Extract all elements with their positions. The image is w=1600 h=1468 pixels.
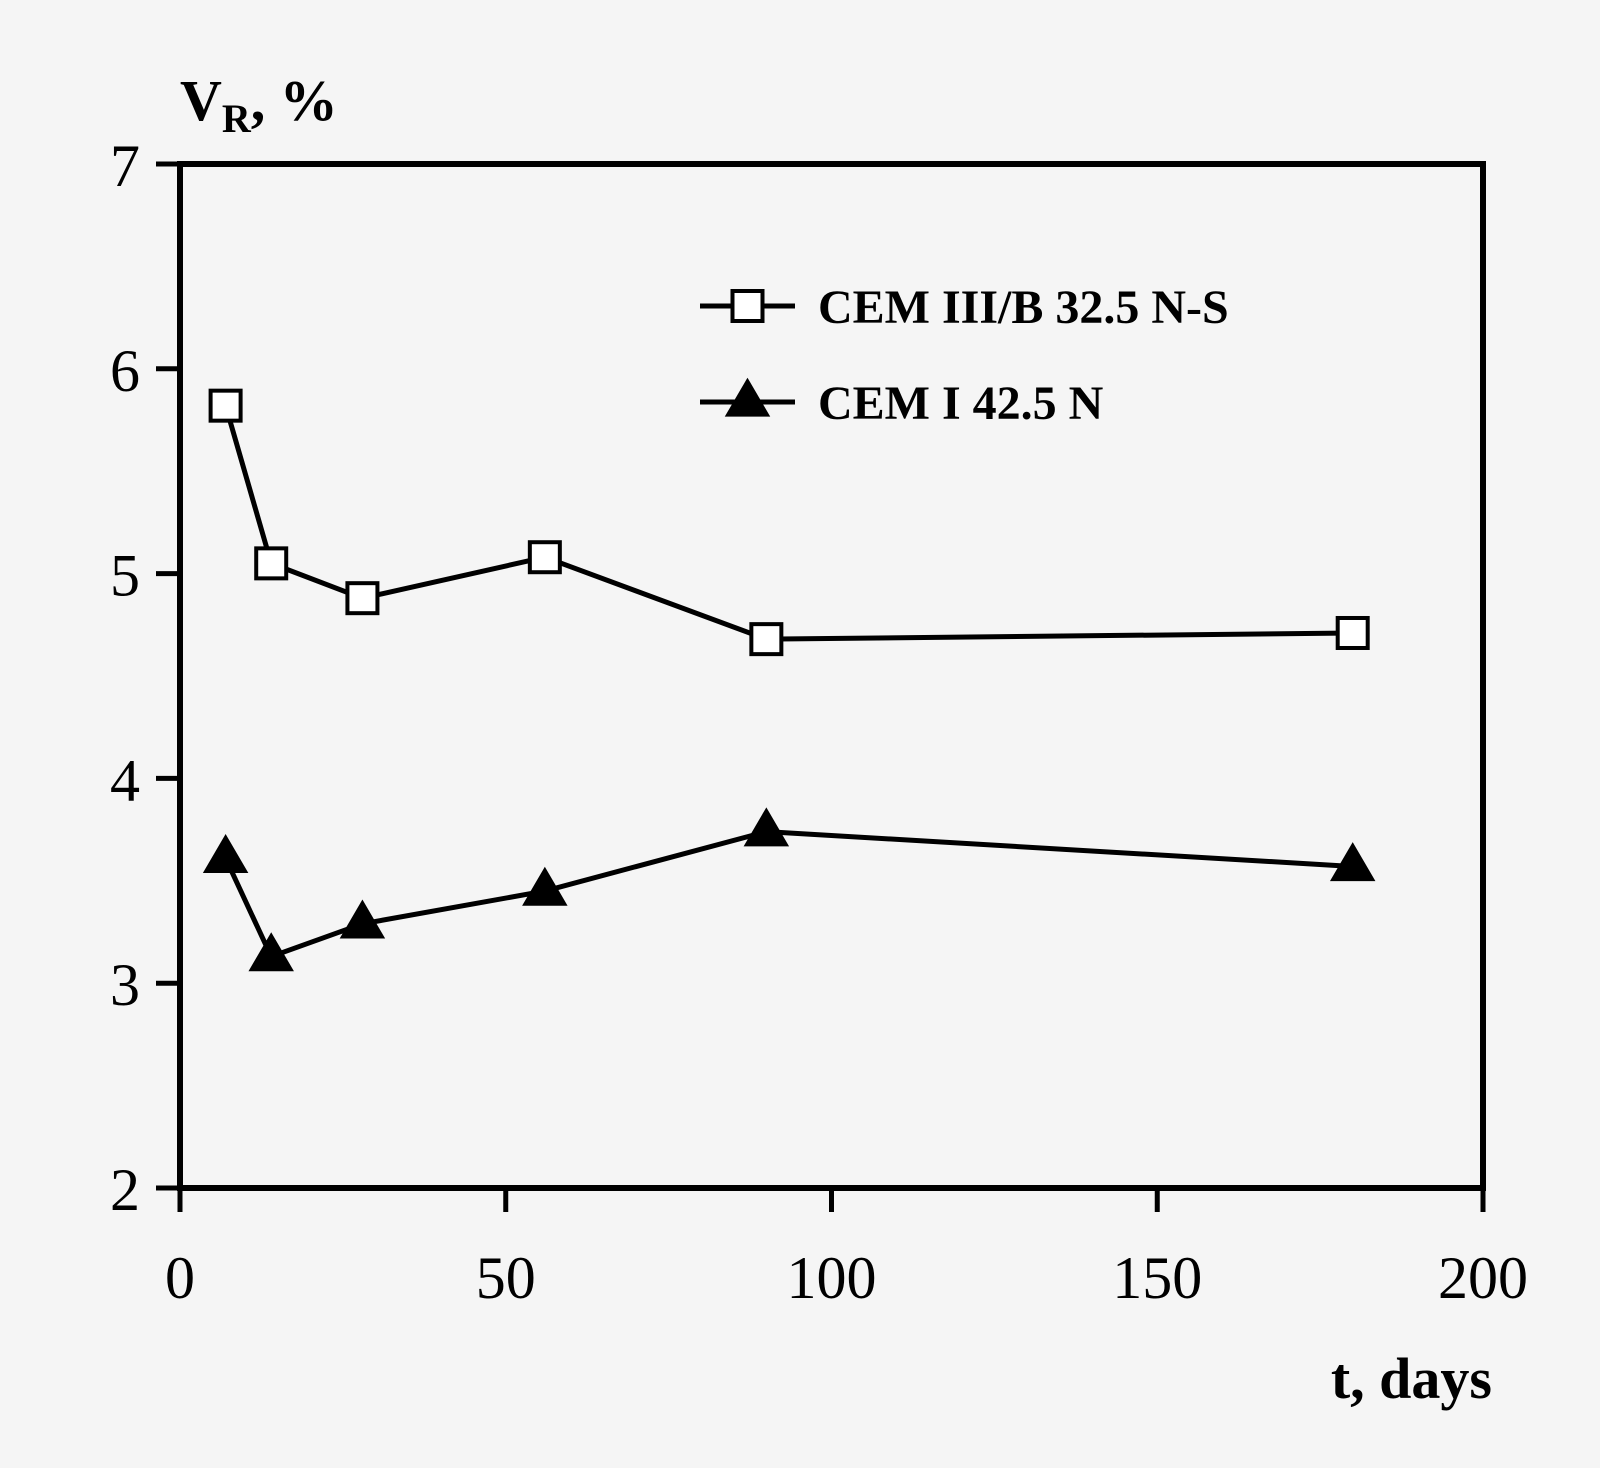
y-tick-label: 6 xyxy=(110,338,140,404)
legend-marker xyxy=(724,377,771,417)
legend-entry-0: CEM III/B 32.5 N-S xyxy=(700,281,1229,334)
y-tick-label: 4 xyxy=(110,747,140,813)
data-point xyxy=(254,546,289,581)
data-point xyxy=(743,807,790,847)
data-point xyxy=(522,866,568,906)
x-tick-label: 200 xyxy=(1438,1245,1528,1311)
legend-marker xyxy=(730,289,765,323)
data-point xyxy=(1335,615,1370,650)
y-tick-label: 2 xyxy=(110,1157,140,1223)
legend-label: CEM I 42.5 N xyxy=(818,377,1104,430)
axis-tick-labels: 2 3 4 5 6 7 0 50 100 150 200 xyxy=(110,133,1528,1311)
series-line xyxy=(223,829,1353,960)
y-axis-title: VR, % xyxy=(180,68,338,141)
x-tick-label: 100 xyxy=(787,1245,877,1311)
data-point xyxy=(208,388,243,423)
data-point xyxy=(1329,842,1376,882)
series-line xyxy=(223,404,1353,642)
x-tick-label: 150 xyxy=(1112,1245,1202,1311)
legend-label: CEM III/B 32.5 N-S xyxy=(818,281,1229,334)
y-axis-title-main: V xyxy=(180,68,222,133)
legend: CEM III/B 32.5 N-S CEM I 42.5 N xyxy=(700,281,1229,430)
y-tick-label: 7 xyxy=(110,133,140,199)
data-point xyxy=(345,581,380,616)
x-tick-label: 50 xyxy=(476,1245,536,1311)
x-axis-title: t, days xyxy=(1331,1346,1492,1411)
y-axis-title-tail: , % xyxy=(251,68,338,133)
x-tick-label: 0 xyxy=(165,1245,195,1311)
y-tick-label: 3 xyxy=(110,952,140,1018)
data-point xyxy=(339,899,386,939)
legend-entry-1: CEM I 42.5 N xyxy=(700,377,1104,430)
data-point xyxy=(749,622,784,657)
y-tick-label: 5 xyxy=(110,543,140,609)
series-0 xyxy=(208,388,1370,657)
axis-ticks xyxy=(156,161,1486,1212)
data-point xyxy=(202,833,249,873)
data-point xyxy=(248,932,294,972)
data-point xyxy=(527,540,562,575)
y-axis-title-subscript: R xyxy=(222,96,252,141)
series-layer xyxy=(202,388,1376,972)
series-1 xyxy=(202,807,1376,972)
